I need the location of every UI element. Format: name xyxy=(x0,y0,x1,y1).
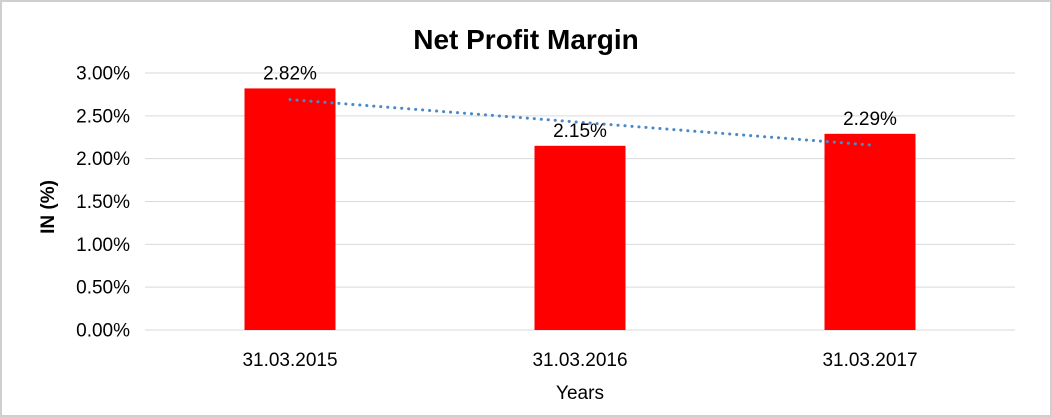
bar xyxy=(244,88,336,330)
y-tick-label: 3.00% xyxy=(76,64,130,85)
bar xyxy=(824,133,916,330)
category-label: 31.03.2015 xyxy=(242,350,337,371)
bar-value-label: 2.82% xyxy=(263,63,317,84)
trendline xyxy=(288,98,872,147)
y-tick-label: 1.00% xyxy=(76,235,130,256)
category-label: 31.03.2016 xyxy=(532,350,627,371)
chart-title: Net Profit Margin xyxy=(413,24,639,55)
category-label: 31.03.2017 xyxy=(822,350,917,371)
x-axis-title: Years xyxy=(556,383,604,404)
y-tick-label: 1.50% xyxy=(76,192,130,213)
y-tick-label: 0.50% xyxy=(76,278,130,299)
bar-value-label: 2.29% xyxy=(843,109,897,130)
y-tick-label: 2.50% xyxy=(76,106,130,127)
y-tick-label: 0.00% xyxy=(76,321,130,342)
bar-value-label: 2.15% xyxy=(553,121,607,142)
y-tick-label: 2.00% xyxy=(76,149,130,170)
bar xyxy=(534,145,626,330)
